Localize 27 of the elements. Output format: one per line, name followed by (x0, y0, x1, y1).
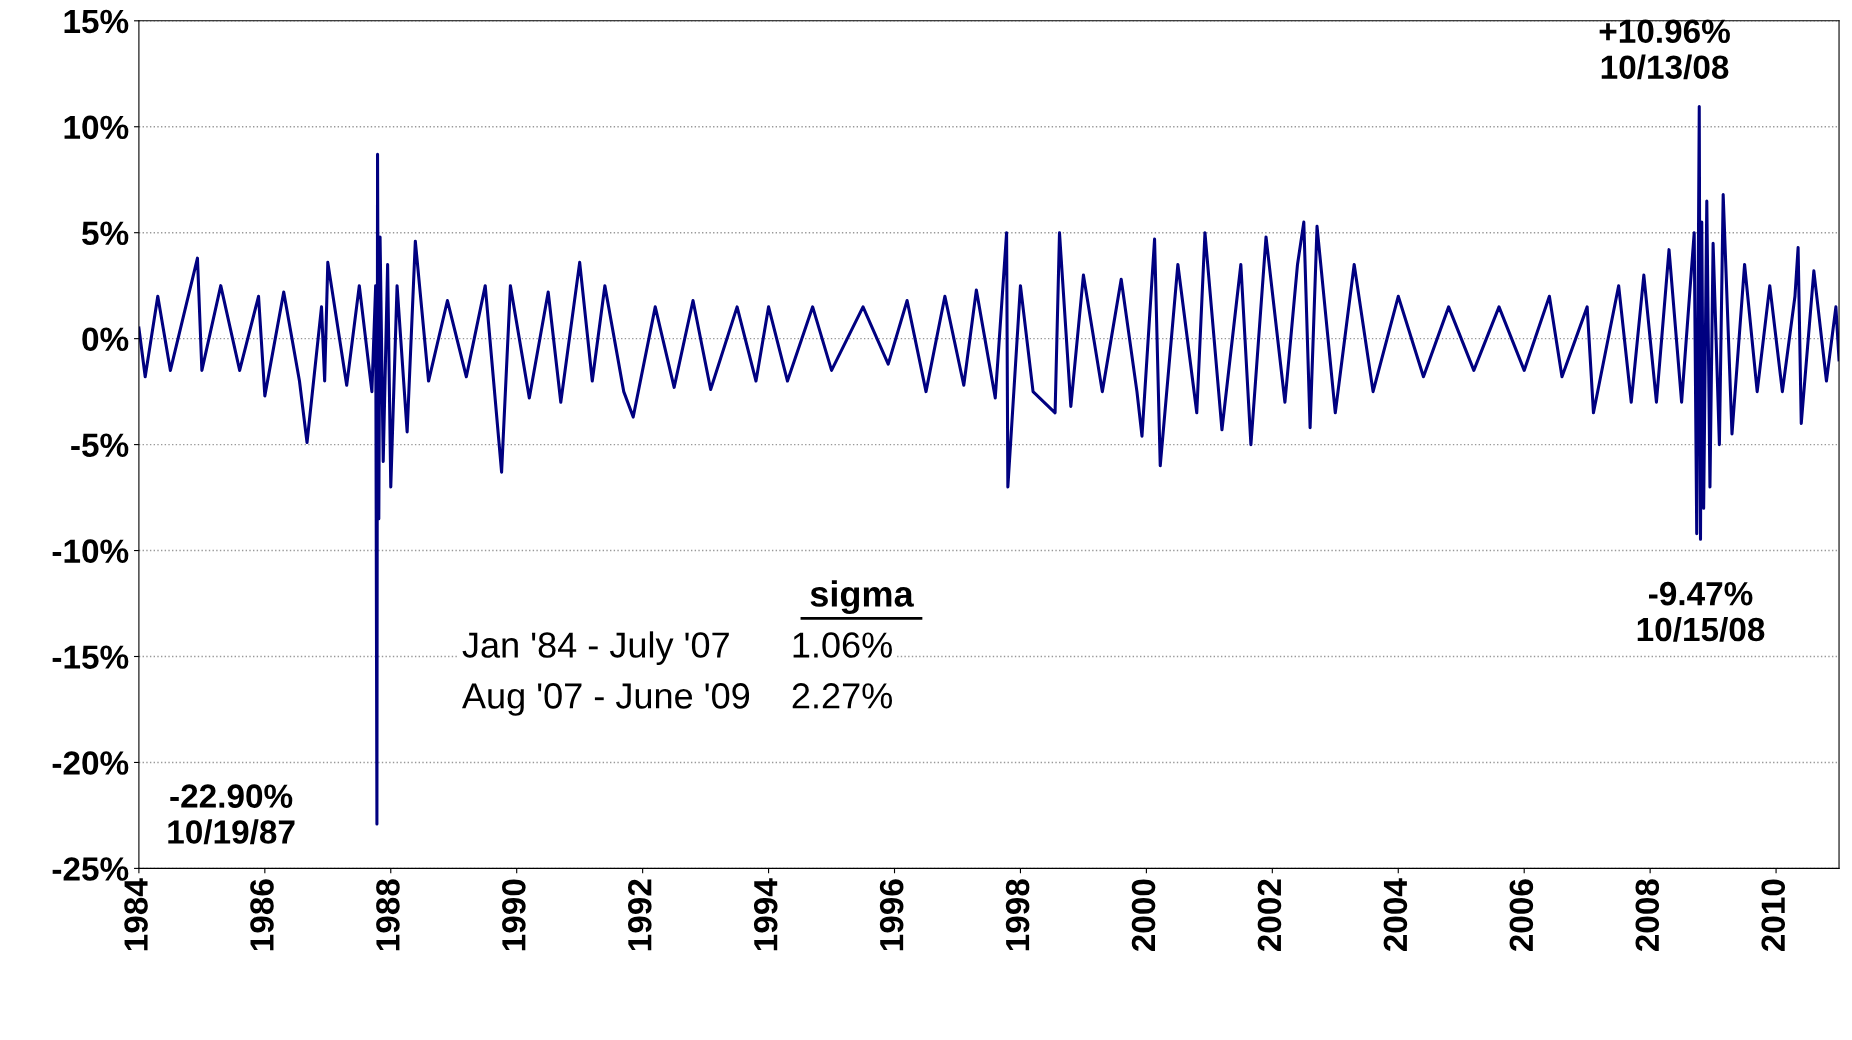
x-tick-label: 2010 (1761, 879, 1786, 952)
y-tick-label: -20% (52, 751, 129, 775)
x-tick-label: 1992 (627, 879, 652, 951)
x-tick-label: 1990 (502, 879, 526, 951)
annotation: Aug '07 - June '09 2.27% (462, 683, 892, 716)
x-tick-label: 1994 (753, 878, 778, 951)
x-tick-label: 1996 (879, 879, 904, 951)
x-tick-label: 2002 (1257, 879, 1282, 952)
x-tick-label: 2008 (1635, 879, 1660, 952)
x-tick-label: 1998 (1005, 879, 1030, 951)
annotation: -22.90% 10/19/87 (168, 784, 295, 845)
x-tick-label: 2006 (1509, 879, 1534, 952)
annotation: -9.47% 10/15/08 (1637, 581, 1765, 642)
x-tick-label: 2000 (1131, 879, 1156, 952)
x-tick-label: 1986 (250, 879, 274, 951)
y-tick-label: -5% (71, 433, 129, 458)
y-tick-label: 0% (82, 327, 129, 352)
y-tick-label: -15% (52, 645, 129, 669)
annotation: Jan '84 - July '07 1.06% (462, 631, 892, 665)
x-tick-label: 1988 (376, 879, 400, 951)
x-tick-label: 2004 (1383, 878, 1408, 952)
y-tick-label: 15% (64, 9, 129, 34)
annotation: sigma (810, 580, 914, 615)
y-tick-label: 10% (64, 115, 129, 140)
annotation: +10.96% 10/13/08 (1599, 19, 1730, 80)
y-tick-label: -10% (52, 539, 129, 563)
y-tick-label: 5% (82, 221, 129, 246)
